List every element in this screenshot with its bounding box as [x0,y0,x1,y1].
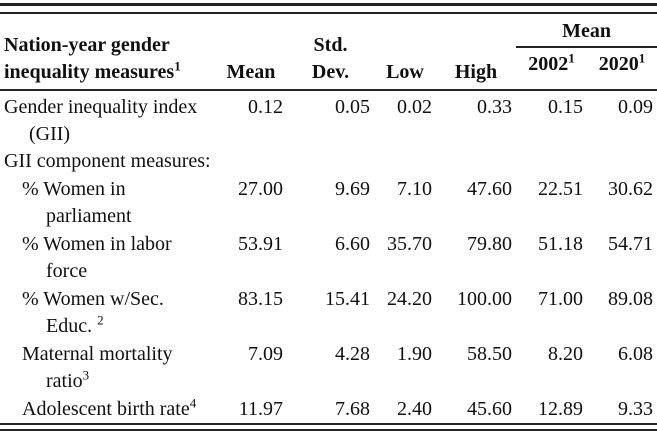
cell-mean: 0.12 [215,89,287,148]
year-2002-header: 20021 [528,50,575,75]
cell-high: 0.33 [436,89,516,148]
cell-mean: 7.09 [248,343,283,365]
empty-cell [287,148,374,176]
table-body: Gender inequality index (GII) 0.12 0.05 … [0,89,657,423]
cell-mean-2002: 0.15 [516,89,587,148]
footnote-marker-1: 1 [174,58,181,74]
row-label: Maternal mortality ratio3 [22,343,173,392]
footnote-marker-3: 3 [82,367,90,383]
cell-low: 2.40 [397,398,432,420]
cell-std-dev: 6.60 [335,233,370,255]
table-row-adolescent-birth-rate: Adolescent birth rate4 11.97 7.68 2.40 4… [0,396,657,423]
cell-low: 1.90 [397,343,432,365]
table-row-maternal-mortality: Maternal mortality ratio3 7.09 4.28 1.90… [0,341,657,396]
section-label: GII component measures: [4,150,211,172]
table-row-women-labor-force: % Women in labor force 53.91 6.60 35.70 … [0,231,657,286]
cell-mean-2020: 6.08 [618,343,654,365]
gender-inequality-summary-table: Nation-year gender inequality measures1 … [0,14,657,423]
cell-low: 35.70 [387,233,432,255]
cell-mean: 53.91 [238,233,283,255]
cell-high: 100.00 [457,288,512,310]
mean-column-header: Mean [226,61,276,83]
table-row-women-parliament: % Women in parliament 27.00 9.69 7.10 47… [0,176,657,231]
high-column-header: High [454,61,498,83]
mean-spanner-header: Mean [516,14,657,48]
table-row-section-gii-components: GII component measures: [0,148,657,176]
low-column-header: Low [386,61,424,83]
cell-mean-2020: 9.33 [618,398,654,420]
empty-cell [215,148,287,176]
cell-mean-2002: 22.51 [538,178,583,200]
cell-low: 0.02 [374,89,436,148]
std-dev-header-line2: Dev. [311,61,350,83]
cell-std-dev: 0.05 [287,89,374,148]
measures-column-header: Nation-year gender inequality measures1 [0,14,215,90]
cell-low: 24.20 [387,288,432,310]
paper-table-page: Nation-year gender inequality measures1 … [0,3,657,431]
cell-high: 58.50 [467,343,512,365]
table-header: Nation-year gender inequality measures1 … [0,14,657,90]
cell-mean-2002: 71.00 [538,288,583,310]
footnote-marker-2: 2 [97,312,104,328]
empty-cell [516,148,587,176]
cell-high: 47.60 [467,178,512,200]
cell-mean-2002: 12.89 [538,398,583,420]
cell-std-dev: 4.28 [335,343,370,365]
table-row-gii: Gender inequality index (GII) 0.12 0.05 … [0,89,657,148]
std-dev-column-header: Std. Dev. [287,14,374,90]
row-label: Adolescent birth rate4 [22,395,197,420]
cell-std-dev: 7.68 [335,398,370,420]
cell-mean: 83.15 [238,288,283,310]
row-label: Gender inequality index (GII) [0,89,215,148]
empty-cell [587,148,657,176]
measures-header-line1: Nation-year gender [4,34,170,56]
cell-low: 7.10 [397,178,432,200]
footnote-marker-1: 1 [568,50,575,66]
measures-header-line2: inequality measures1 [4,58,181,83]
cell-mean: 27.00 [238,178,283,200]
footnote-marker-4: 4 [189,395,197,411]
footnote-marker-1: 1 [638,50,646,66]
cell-mean-2020: 0.09 [587,89,657,148]
top-double-rule [0,3,657,14]
year-2020-header: 20201 [598,50,646,75]
row-label: % Women w/Sec. Educ. 2 [22,288,164,337]
row-label: % Women in labor force [22,233,172,282]
cell-mean-2002: 51.18 [538,233,583,255]
cell-high: 45.60 [467,398,512,420]
cell-mean-2020: 30.62 [608,178,654,200]
table-row-women-secondary-education: % Women w/Sec. Educ. 2 83.15 15.41 24.20… [0,286,657,341]
bottom-double-rule [0,423,657,431]
cell-mean-2020: 54.71 [608,233,654,255]
cell-high: 79.80 [467,233,512,255]
cell-std-dev: 15.41 [325,288,370,310]
empty-cell [436,148,516,176]
empty-cell [374,148,436,176]
cell-std-dev: 9.69 [335,178,370,200]
cell-mean-2020: 89.08 [608,288,654,310]
cell-mean-2002: 8.20 [548,343,583,365]
row-label: % Women in parliament [22,178,132,227]
std-dev-header-line1: Std. [313,34,348,56]
cell-mean: 11.97 [238,398,283,420]
